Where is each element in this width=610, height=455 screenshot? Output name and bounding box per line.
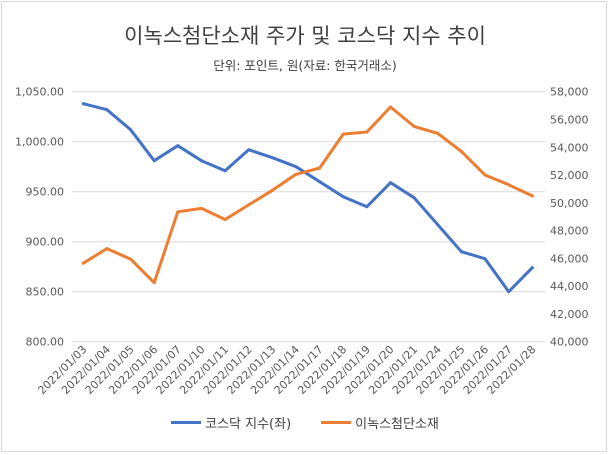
left-axis-tick-label: 850.00	[26, 286, 65, 299]
right-axis-tick-label: 50,000	[550, 197, 589, 210]
data-point-kosdaq	[223, 169, 227, 173]
data-point-kosdaq	[152, 159, 156, 163]
data-point-innox	[365, 130, 369, 134]
data-point-innox	[294, 172, 298, 176]
data-point-kosdaq	[341, 195, 345, 199]
left-axis-tick-label: 950.00	[26, 186, 65, 199]
right-axis-tick-label: 54,000	[550, 141, 589, 154]
right-axis-tick-label: 48,000	[550, 225, 589, 238]
data-point-innox	[129, 257, 133, 261]
right-axis-tick-label: 42,000	[550, 308, 589, 321]
data-point-kosdaq	[318, 180, 322, 184]
data-point-kosdaq	[507, 290, 511, 294]
right-axis-tick-label: 40,000	[550, 336, 589, 349]
legend-swatch-innox	[321, 421, 352, 424]
data-point-kosdaq	[129, 128, 133, 132]
data-point-kosdaq	[247, 148, 251, 152]
data-point-kosdaq	[270, 156, 274, 160]
data-point-kosdaq	[105, 108, 109, 112]
data-point-kosdaq	[530, 266, 534, 270]
data-point-kosdaq	[459, 250, 463, 254]
right-axis-tick-label: 56,000	[550, 113, 589, 126]
left-axis-tick-label: 900.00	[26, 236, 65, 249]
data-point-innox	[389, 105, 393, 109]
data-point-kosdaq	[483, 257, 487, 261]
data-point-innox	[436, 131, 440, 135]
left-axis-tick-label: 1,050.00	[15, 86, 64, 99]
data-point-innox	[507, 183, 511, 187]
data-point-innox	[341, 132, 345, 136]
data-point-innox	[459, 149, 463, 153]
left-axis-tick-label: 1,000.00	[15, 136, 64, 149]
series-line-kosdaq	[81, 102, 534, 294]
chart-subtitle: 단위: 포인트, 원(자료: 한국거래소)	[213, 58, 397, 73]
data-point-kosdaq	[81, 102, 85, 106]
data-point-innox	[530, 194, 534, 198]
series-line-innox	[81, 105, 534, 285]
chart-title: 이녹스첨단소재 주가 및 코스닥 지수 추이	[124, 24, 486, 48]
data-point-kosdaq	[199, 159, 203, 163]
data-point-innox	[412, 124, 416, 128]
data-point-innox	[223, 217, 227, 221]
legend-item-kosdaq: 코스닥 지수(좌)	[171, 413, 291, 432]
data-point-kosdaq	[294, 165, 298, 169]
right-axis-tick-label: 58,000	[550, 86, 589, 99]
legend-label-kosdaq: 코스닥 지수(좌)	[205, 417, 292, 432]
data-point-kosdaq	[436, 223, 440, 227]
legend-item-innox: 이녹스첨단소재	[321, 413, 439, 432]
data-point-innox	[483, 173, 487, 177]
left-axis-tick-label: 800.00	[26, 336, 65, 349]
data-point-kosdaq	[412, 196, 416, 200]
right-axis-tick-label: 46,000	[550, 252, 589, 265]
data-point-innox	[81, 261, 85, 265]
data-point-innox	[199, 206, 203, 210]
data-point-innox	[152, 281, 156, 285]
data-point-kosdaq	[389, 181, 393, 185]
data-point-innox	[247, 203, 251, 207]
data-point-innox	[176, 210, 180, 214]
right-axis-tick-label: 52,000	[550, 169, 589, 182]
data-point-kosdaq	[365, 205, 369, 209]
legend-label-innox: 이녹스첨단소재	[355, 417, 439, 432]
data-point-innox	[270, 188, 274, 192]
legend: 코스닥 지수(좌) 이녹스첨단소재	[0, 413, 610, 432]
legend-swatch-kosdaq	[171, 421, 202, 424]
data-point-innox	[318, 166, 322, 170]
data-point-kosdaq	[176, 144, 180, 148]
right-axis-tick-label: 44,000	[550, 280, 589, 293]
data-point-innox	[105, 247, 109, 251]
